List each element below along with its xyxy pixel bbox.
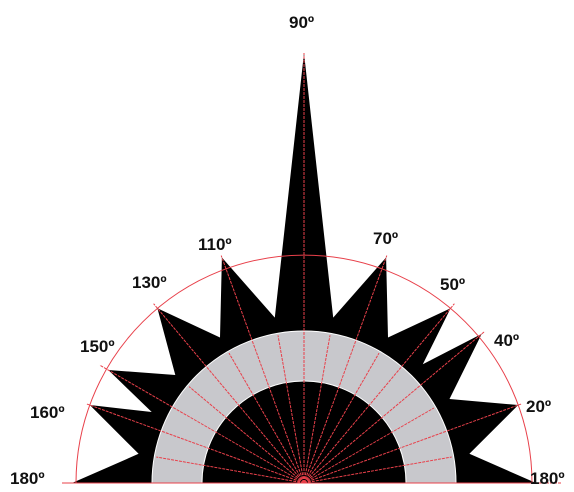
radial-guide-100 [277, 335, 305, 484]
radial-guide-80 [303, 335, 331, 484]
outer-guide-arc [75, 254, 533, 484]
band-outer-edge [151, 330, 457, 484]
radial-guide-50 [303, 303, 455, 484]
radial-guide-130 [153, 303, 305, 484]
label-40: 40º [494, 331, 519, 350]
radial-guide-120 [228, 352, 305, 484]
radial-guide-40 [303, 330, 486, 484]
radial-guide-170 [156, 456, 305, 484]
radial-guide-70 [303, 255, 388, 484]
radial-guide-140 [188, 386, 305, 484]
label-90: 90º [289, 13, 314, 32]
label-130: 130º [132, 273, 167, 292]
radial-guide-30 [303, 407, 435, 484]
radial-guide-20 [303, 403, 523, 484]
radial-guide-160 [85, 403, 305, 484]
radial-guide-60 [303, 352, 380, 484]
label-50: 50º [440, 275, 465, 294]
radial-guide-110 [220, 255, 305, 484]
label-20: 20º [526, 397, 551, 416]
gray-band-arc [152, 331, 456, 483]
label-160: 160º [30, 403, 65, 422]
label-150: 150º [80, 337, 115, 356]
guide-lines [62, 53, 562, 484]
label-180-right: 180º [530, 469, 565, 488]
label-110: 110º [198, 235, 232, 254]
radial-guide-10 [303, 456, 452, 484]
label-180-left: 180º [10, 469, 45, 488]
radial-guide-150 [99, 364, 305, 484]
label-70: 70º [373, 229, 398, 248]
